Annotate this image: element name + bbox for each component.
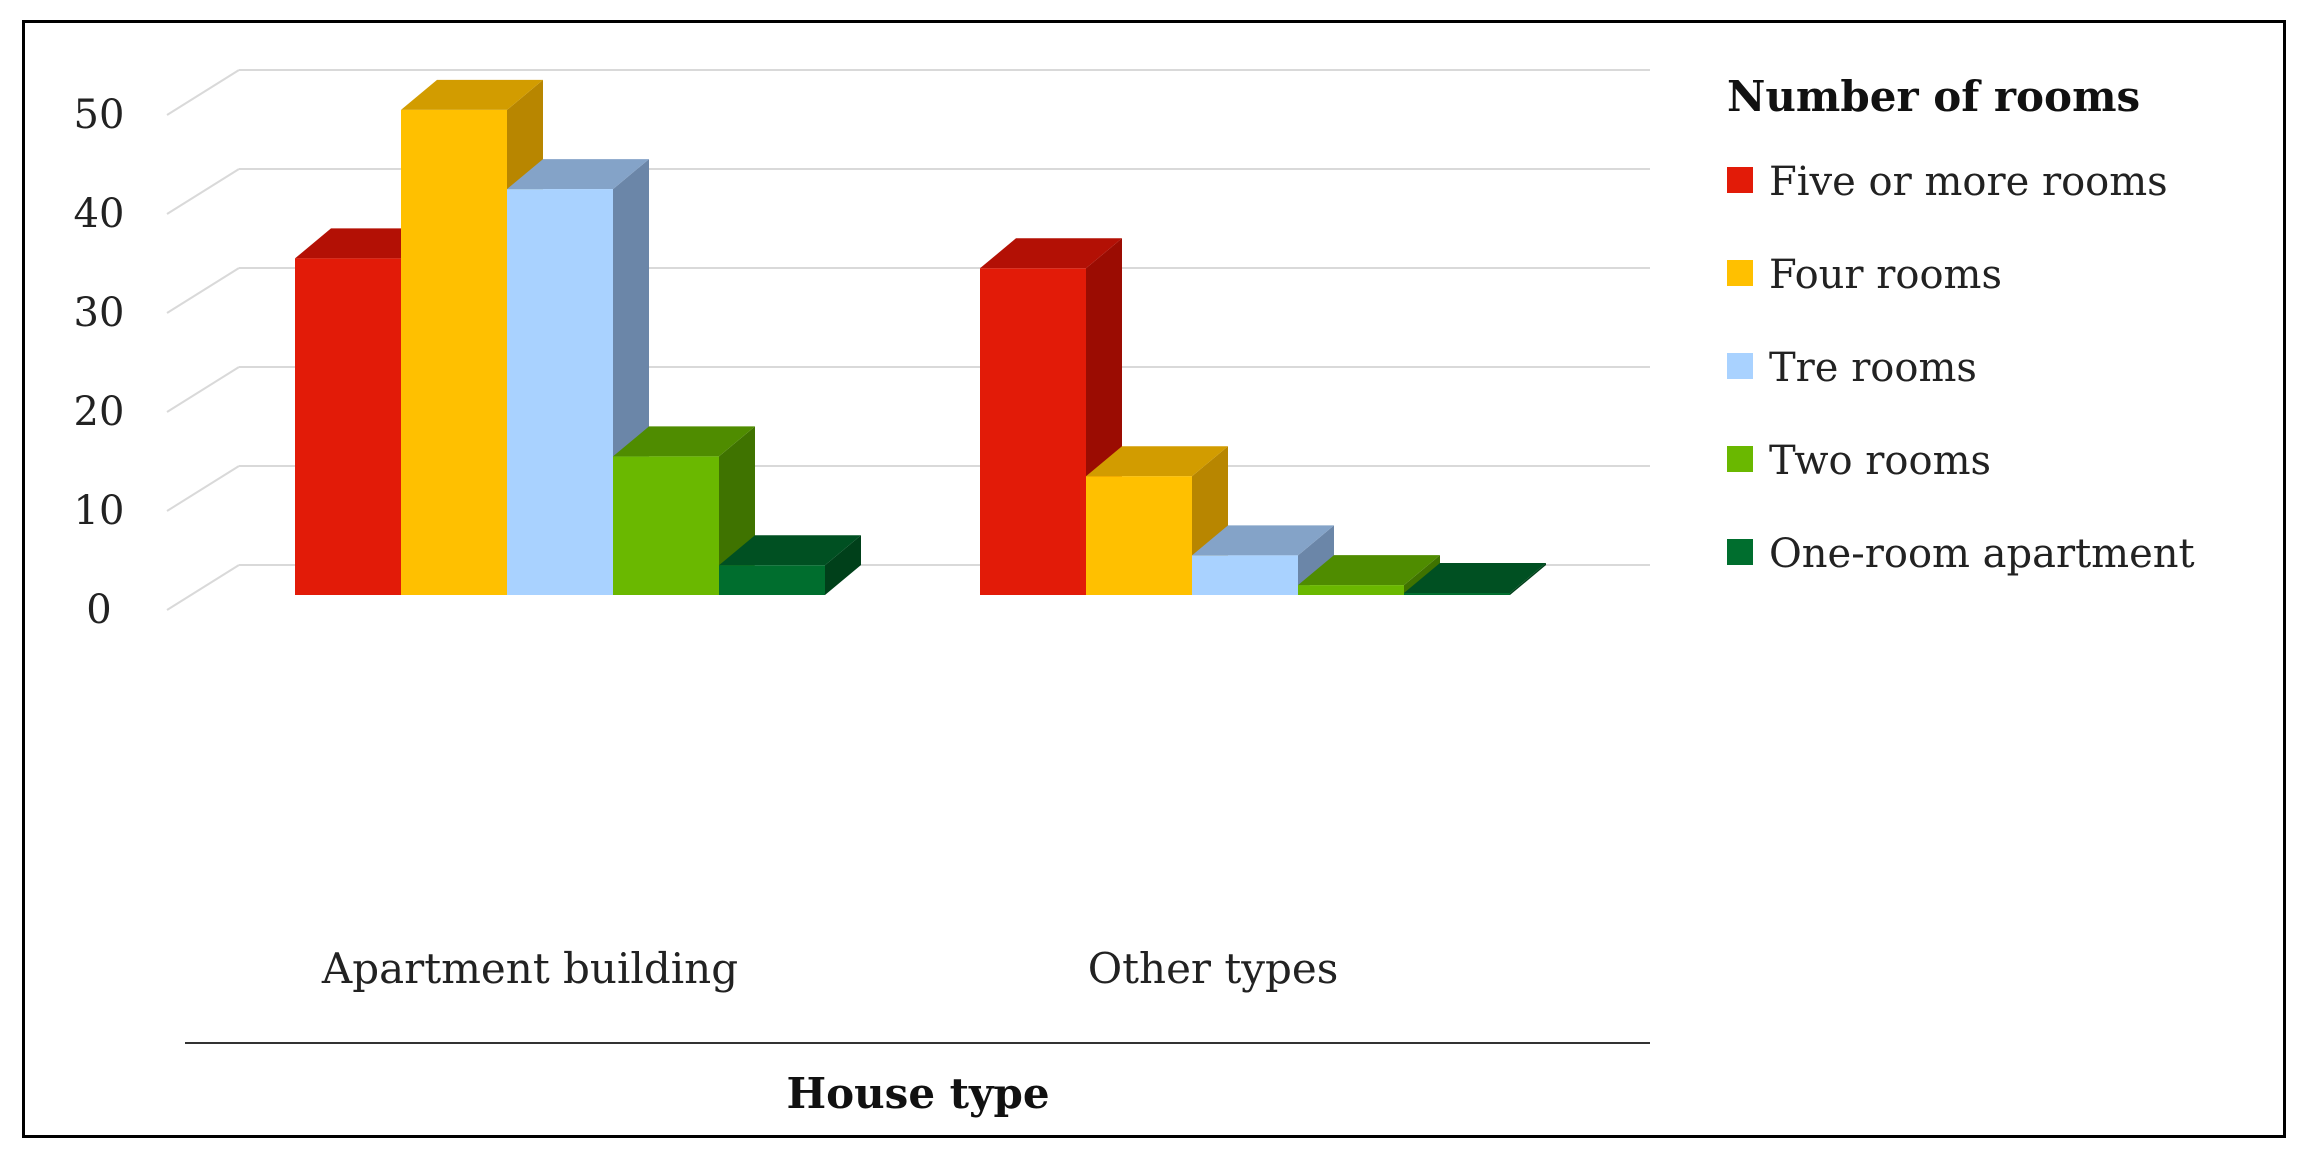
legend-swatch xyxy=(1727,446,1753,472)
category-label: Apartment building xyxy=(321,944,738,993)
bar-top xyxy=(613,426,755,457)
legend-item: Four rooms xyxy=(1727,252,2002,298)
legend-item: One-room apartment xyxy=(1727,531,2195,577)
bar-front xyxy=(1404,593,1510,595)
legend-item: Five or more rooms xyxy=(1727,159,2168,205)
legend-title: Number of rooms xyxy=(1727,72,2140,121)
bar-side xyxy=(1404,555,1440,595)
bar-top xyxy=(1298,555,1440,586)
bar-front xyxy=(1086,476,1192,595)
gridline-diagonal xyxy=(166,168,240,215)
bar-top xyxy=(1086,446,1228,477)
gridline-diagonal xyxy=(166,366,240,413)
gridline-diagonal xyxy=(166,69,240,116)
y-tick-label: 20 xyxy=(74,389,125,435)
legend-item: Two rooms xyxy=(1727,438,1991,484)
bar-top xyxy=(719,535,861,566)
y-tick-label: 40 xyxy=(74,191,125,237)
y-tick-label: 30 xyxy=(74,290,125,336)
legend-swatch xyxy=(1727,539,1753,565)
y-tick-label: 10 xyxy=(74,488,125,534)
legend-swatch xyxy=(1727,353,1753,379)
legend-label: Four rooms xyxy=(1769,252,2002,298)
bar-front xyxy=(1298,585,1404,595)
bar-front xyxy=(613,456,719,595)
gridline-diagonal xyxy=(166,465,240,512)
legend-item: Tre rooms xyxy=(1727,345,1977,391)
bar-front xyxy=(401,109,507,596)
legend-label: Five or more rooms xyxy=(1769,159,2168,205)
bar-side xyxy=(1510,563,1546,595)
legend-label: One-room apartment xyxy=(1769,531,2195,577)
y-tick-label: 50 xyxy=(74,92,125,138)
bar-chart: 0 10 20 30 40 50 Apartment building Other type… xyxy=(74,69,2195,1118)
bar-front xyxy=(507,189,613,595)
category-label: Other types xyxy=(1088,944,1339,993)
bar-top xyxy=(1192,525,1334,556)
bar-side xyxy=(825,535,861,595)
x-axis-categories: Apartment building Other types xyxy=(321,944,1338,993)
bar xyxy=(1298,555,1440,595)
bar-front xyxy=(719,565,825,595)
bar-front xyxy=(295,258,401,595)
legend-label: Two rooms xyxy=(1769,438,1991,484)
y-axis-ticks: 0 10 20 30 40 50 xyxy=(74,92,125,633)
bar-top xyxy=(1404,563,1546,594)
chart-frame: 0 10 20 30 40 50 Apartment building Other type… xyxy=(22,20,2286,1138)
gridline-diagonal xyxy=(166,564,240,611)
bar-top xyxy=(507,159,649,190)
bar xyxy=(1404,563,1546,595)
legend: Five or more rooms Four rooms Tre rooms Two… xyxy=(1727,159,2195,577)
legend-label: Tre rooms xyxy=(1769,345,1977,391)
bar-top xyxy=(980,238,1122,269)
bar xyxy=(1192,525,1334,595)
x-axis-title: House type xyxy=(786,1069,1049,1118)
bar-front xyxy=(980,268,1086,595)
bar-front xyxy=(1192,555,1298,595)
legend-swatch xyxy=(1727,167,1753,193)
bars xyxy=(295,79,1546,596)
gridline-diagonal xyxy=(166,267,240,314)
legend-swatch xyxy=(1727,260,1753,286)
bar-top xyxy=(401,79,543,110)
y-tick-label: 0 xyxy=(86,587,111,633)
bar xyxy=(719,535,861,595)
